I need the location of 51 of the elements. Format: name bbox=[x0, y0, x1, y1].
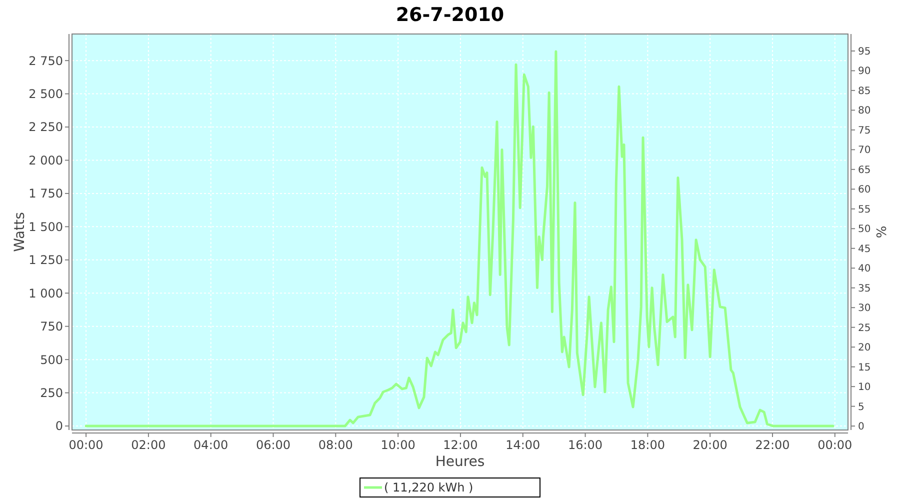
x-tick-label: 16:00 bbox=[568, 438, 603, 452]
line-series bbox=[84, 50, 834, 428]
y2-tick-label: 90 bbox=[858, 66, 871, 78]
y2-tick-label: 55 bbox=[858, 204, 871, 216]
y-axis-title: Watts bbox=[12, 212, 28, 252]
y2-tick-label: 15 bbox=[858, 362, 871, 374]
y2-tick-label: 50 bbox=[858, 224, 871, 236]
x-tick-label: 02:00 bbox=[131, 438, 166, 452]
y2-axis-title: % bbox=[875, 226, 890, 238]
legend-label: ( 11,220 kWh ) bbox=[384, 480, 474, 495]
y2-tick-label: 45 bbox=[858, 244, 871, 255]
x-tick-label: 14:00 bbox=[506, 438, 540, 452]
y2-tick-label: 10 bbox=[858, 382, 871, 394]
y2-tick-label: 20 bbox=[858, 342, 871, 354]
y2-tick-label: 30 bbox=[858, 303, 871, 314]
y-tick-label: 750 bbox=[40, 320, 63, 334]
y2-tick-label: 60 bbox=[858, 184, 871, 196]
y-tick-label: 2 500 bbox=[28, 87, 63, 101]
y-tick-label: 250 bbox=[40, 386, 63, 400]
y2-tick-label: 25 bbox=[858, 322, 871, 334]
y2-tick-label: 70 bbox=[858, 145, 871, 156]
y2-tick-label: 75 bbox=[858, 125, 871, 136]
x-tick-label: 04:00 bbox=[194, 438, 228, 452]
y2-tick-label: 40 bbox=[858, 264, 871, 275]
y-tick-label: 2 750 bbox=[28, 54, 63, 68]
x-axis-title: Heures bbox=[435, 454, 485, 470]
y2-tick-label: 5 bbox=[858, 402, 864, 413]
y-tick-label: 0 bbox=[55, 419, 63, 434]
y2-tick-label: 80 bbox=[858, 106, 871, 117]
chart-title: 26-7-2010 bbox=[396, 4, 504, 26]
x-tick-label: 20:00 bbox=[692, 438, 728, 452]
y2-tick-label: 0 bbox=[858, 422, 864, 433]
x-tick-label: 18:00 bbox=[630, 438, 665, 452]
y2-tick-label: 35 bbox=[858, 283, 871, 294]
y-tick-label: 1 750 bbox=[28, 186, 63, 201]
x-tick-label: 06:00 bbox=[256, 438, 291, 452]
y2-tick-label: 85 bbox=[858, 86, 871, 97]
y-tick-label: 1 000 bbox=[28, 286, 63, 300]
y2-tick-label: 65 bbox=[858, 164, 871, 176]
y-tick-label: 2 000 bbox=[28, 153, 63, 168]
x-tick-label: 12:00 bbox=[443, 438, 478, 452]
y-tick-label: 1 250 bbox=[28, 253, 63, 268]
y2-tick-label: 95 bbox=[858, 46, 871, 58]
y-tick-label: 500 bbox=[40, 352, 63, 367]
x-tick-label: 22:00 bbox=[755, 438, 790, 452]
x-tick-label: 10:00 bbox=[380, 438, 416, 452]
x-tick-label: 00:00 bbox=[818, 438, 852, 452]
y-tick-label: 1 500 bbox=[28, 220, 63, 234]
x-tick-label: 08:00 bbox=[318, 438, 353, 452]
y-tick-label: 2 250 bbox=[28, 120, 63, 134]
x-tick-label: 00:00 bbox=[68, 438, 104, 452]
